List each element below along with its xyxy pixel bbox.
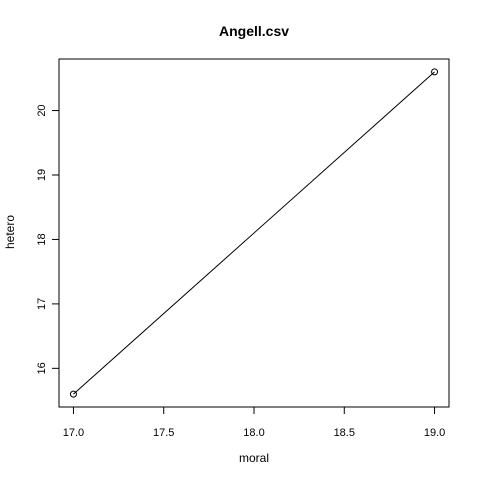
y-tick-label-2: 18 — [36, 233, 48, 245]
data-point-1 — [431, 68, 439, 76]
x-tick-label-3: 18.5 — [334, 427, 355, 439]
series-line — [73, 71, 435, 395]
x-tick-label-2: 18.0 — [243, 427, 264, 439]
x-tick-label-4: 19.0 — [424, 427, 445, 439]
y-tick-label-1: 17 — [36, 298, 48, 310]
axes: 17.0 17.5 18.0 18.5 19.0 16 17 18 19 20 — [36, 58, 450, 439]
y-axis-label: hetero — [3, 215, 17, 249]
x-tick-label-0: 17.0 — [63, 427, 84, 439]
x-axis-label: moral — [239, 451, 269, 465]
y-tick-label-3: 19 — [36, 169, 48, 181]
y-tick-label-4: 20 — [36, 104, 48, 116]
y-tick-label-0: 16 — [36, 362, 48, 374]
plot-area — [69, 68, 439, 398]
x-tick-label-1: 17.5 — [153, 427, 174, 439]
chart-title: Angell.csv — [219, 23, 289, 39]
data-point-0 — [69, 390, 77, 398]
